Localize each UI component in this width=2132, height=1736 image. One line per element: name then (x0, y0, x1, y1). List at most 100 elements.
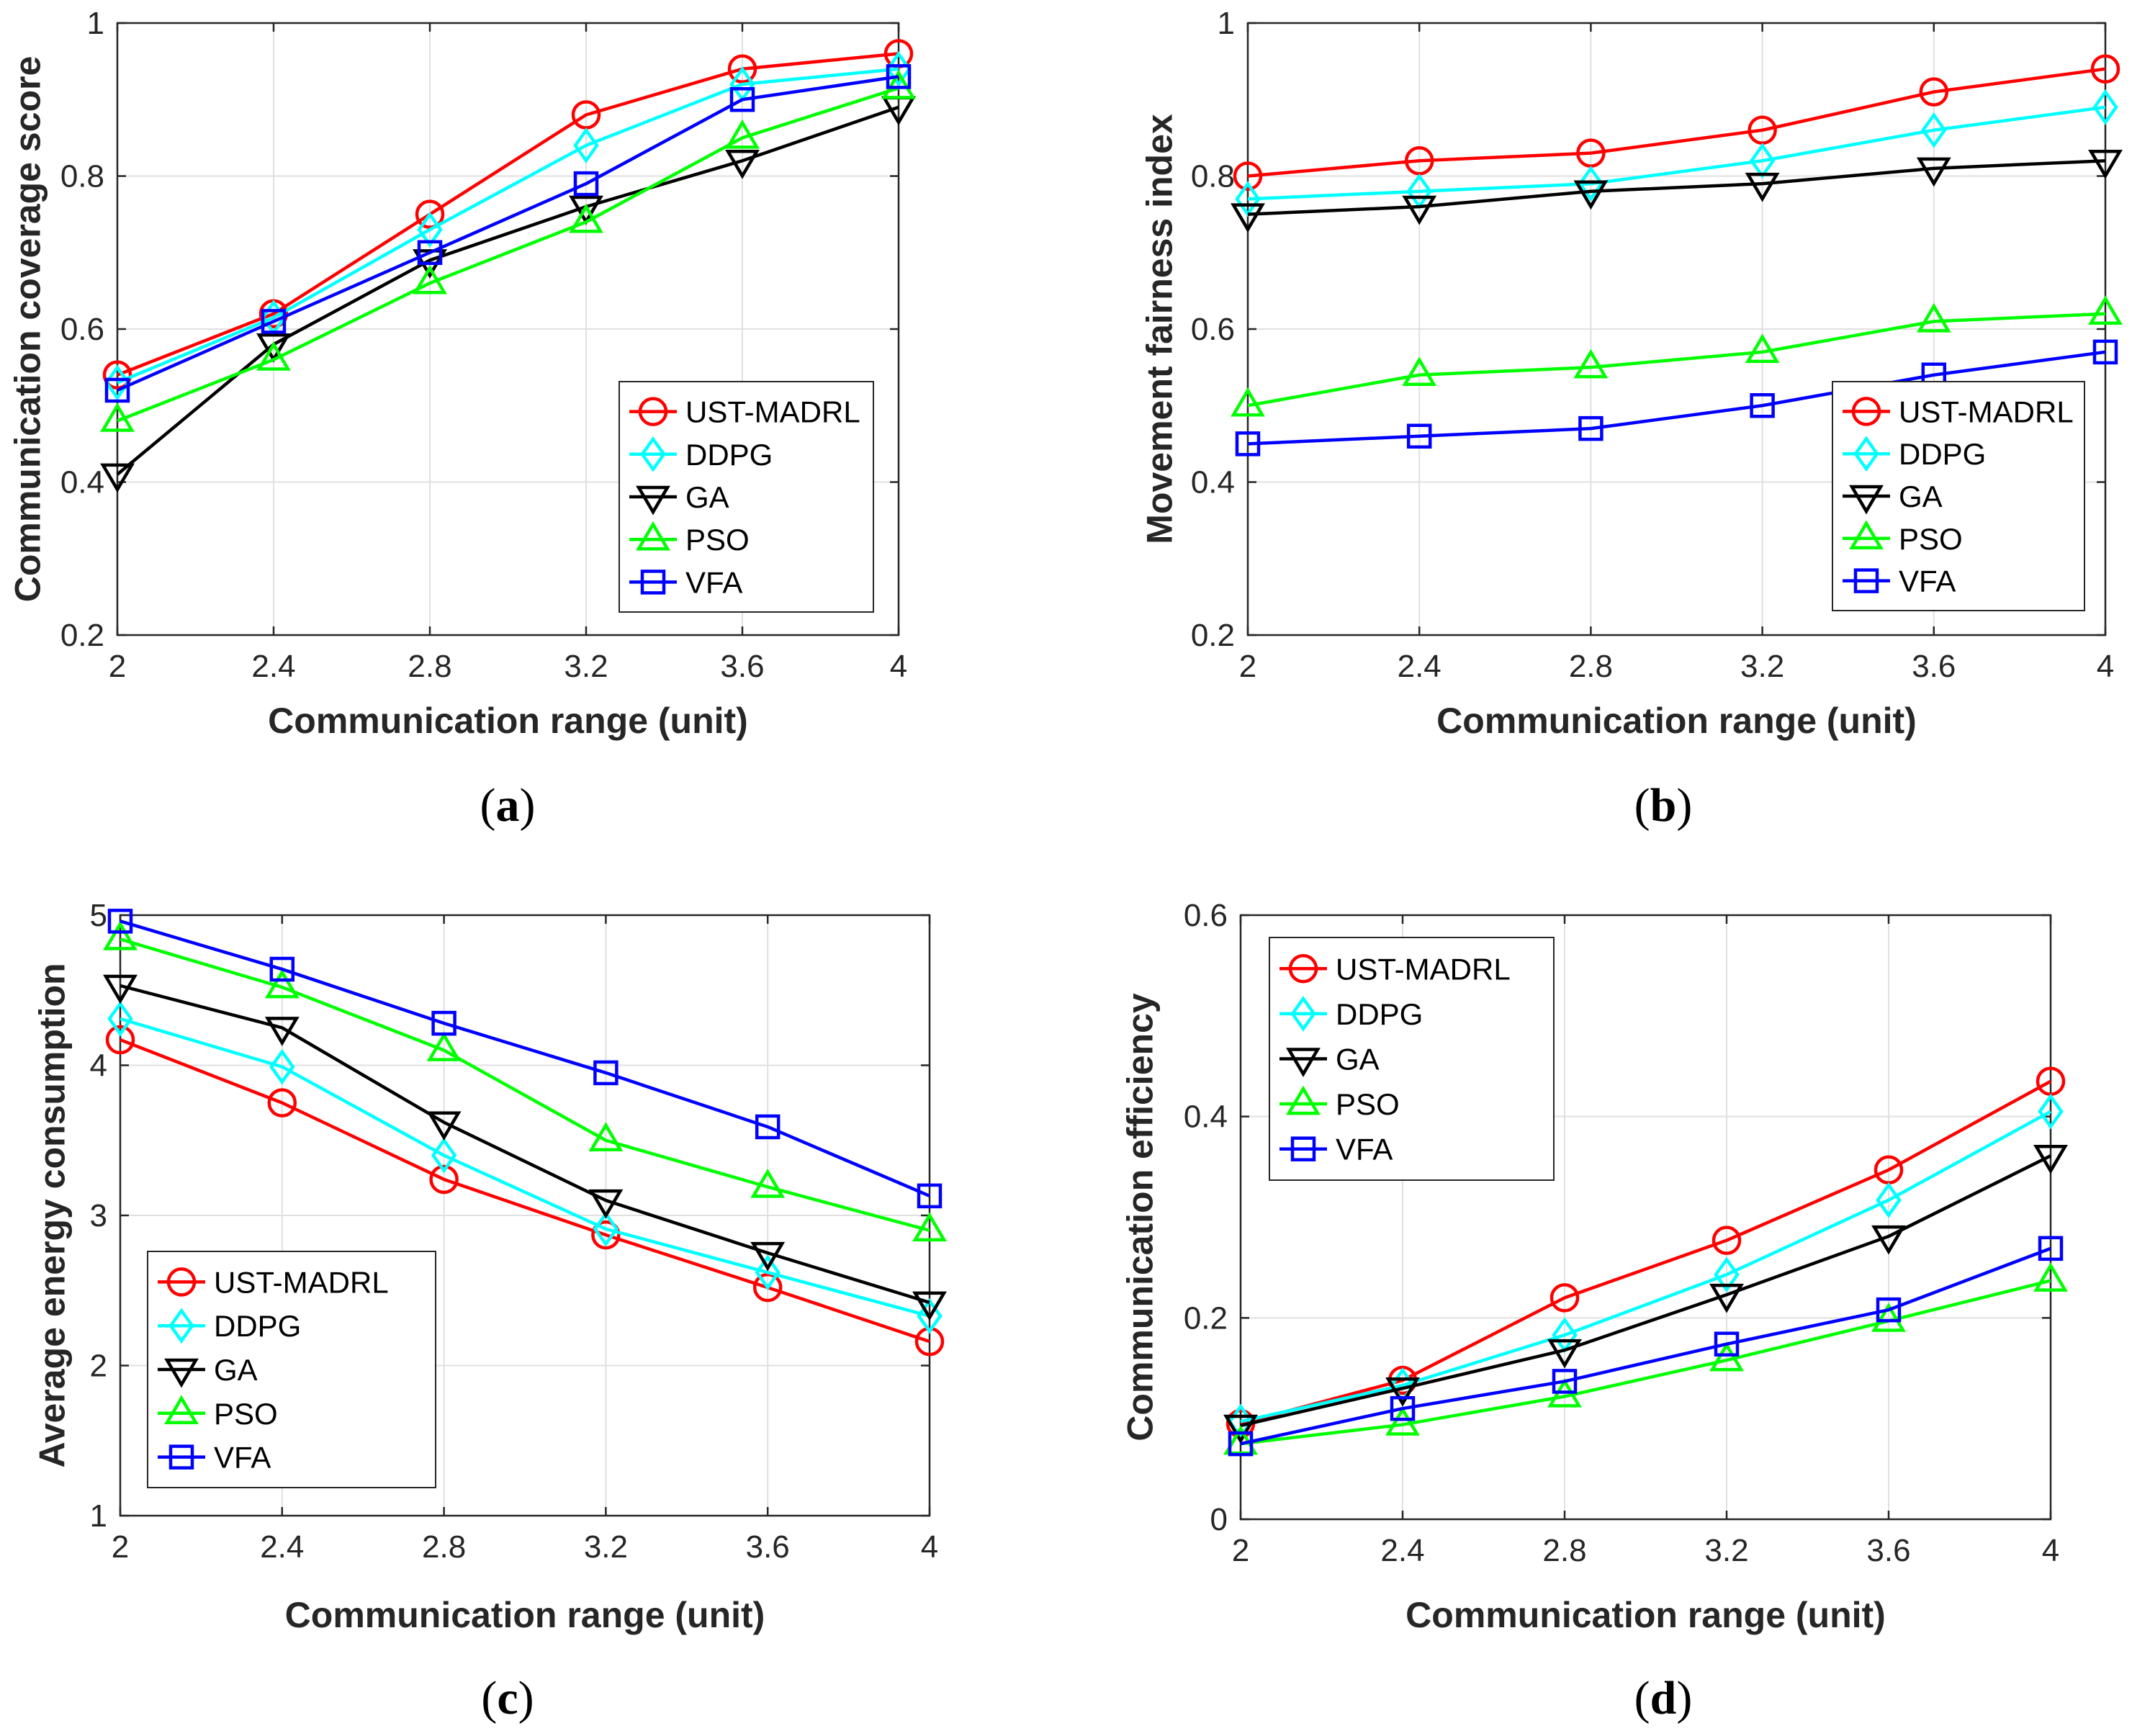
y-tick-label: 1 (1218, 6, 1235, 41)
data-point-ust-madrl (1919, 77, 1949, 107)
legend-label: GA (685, 480, 729, 514)
legend-label: VFA (1899, 565, 1956, 598)
legend-marker (1290, 1136, 1316, 1161)
y-tick-label: 0.2 (1191, 618, 1235, 653)
data-point-ga (1547, 1339, 1582, 1369)
data-point-vfa (107, 909, 133, 934)
series-line-ga (116, 105, 899, 476)
data-point-ga (1916, 157, 1951, 187)
data-point-ddpg (2092, 89, 2118, 125)
data-point-vfa (1552, 1369, 1578, 1394)
caption-open-paren: ( (1634, 779, 1650, 832)
data-point-vfa (593, 1060, 619, 1086)
legend-label: VFA (685, 565, 742, 599)
data-point-ddpg (104, 364, 130, 401)
panel-caption: (a) (480, 779, 536, 832)
legend-marker (1286, 1085, 1321, 1115)
legend-label: VFA (1336, 1133, 1393, 1166)
series-line-ust-madrl (1240, 1079, 2052, 1426)
data-point-vfa (417, 240, 443, 265)
y-tick-label: 5 (90, 898, 107, 933)
y-tick-label: 0 (1210, 1502, 1228, 1537)
caption-close-paren: ) (518, 1672, 534, 1724)
series-line-ddpg (117, 67, 899, 384)
data-point-pso (569, 203, 603, 233)
data-point-ust-madrl (267, 1088, 297, 1117)
x-axis-label: Communication range (unit) (1436, 701, 1917, 741)
data-point-ga (725, 150, 760, 179)
data-point-pso (100, 402, 135, 432)
data-point-ga (1871, 1225, 1906, 1255)
legend-marker (1849, 485, 1884, 515)
data-point-ddpg (1578, 166, 1604, 202)
series-line-pso (1240, 1279, 2051, 1446)
data-point-pso (588, 1122, 624, 1151)
legend-label: UST-MADRL (1336, 952, 1511, 986)
data-point-ga (256, 333, 291, 363)
legend-marker (638, 397, 668, 426)
data-point-vfa (1578, 415, 1604, 441)
data-point-vfa (1228, 1431, 1254, 1457)
data-point-ga (588, 1189, 624, 1219)
y-axis-label: Average energy consumption (32, 963, 73, 1467)
axes-frame (1239, 914, 2052, 1521)
legend-label: PSO (214, 1397, 278, 1431)
data-point-ust-madrl (1712, 1225, 1742, 1255)
data-point-vfa (1750, 393, 1775, 418)
x-tick-label: 3.2 (564, 649, 608, 684)
x-tick-label: 3.2 (1704, 1533, 1748, 1568)
legend-label: GA (1336, 1043, 1380, 1076)
data-point-ga (100, 463, 135, 493)
series-line-ga (1247, 159, 2106, 216)
data-point-ga (1573, 180, 1609, 210)
panel-caption: (b) (1634, 779, 1693, 832)
data-point-vfa (1876, 1297, 1902, 1323)
y-axis-label: Movement fairness index (1140, 114, 1180, 544)
x-tick-label: 2.8 (408, 649, 451, 684)
data-point-ddpg (593, 1210, 619, 1247)
series-line-pso (1247, 312, 2106, 408)
y-axis-label: Communication coverage score (8, 56, 48, 603)
x-tick-label: 4 (890, 649, 907, 684)
data-point-pso (264, 968, 300, 999)
x-axis-label: Communication range (unit) (285, 1595, 765, 1635)
legend-label: GA (1899, 480, 1943, 513)
x-tick-label: 4 (921, 1529, 938, 1565)
data-point-ddpg (1921, 112, 1947, 148)
data-point-vfa (1235, 431, 1261, 457)
data-point-pso (1745, 333, 1780, 364)
data-point-pso (426, 1032, 462, 1061)
series-line-vfa (1240, 1246, 2051, 1446)
data-point-ust-madrl (591, 1220, 621, 1250)
data-point-ga (2088, 150, 2123, 179)
data-point-ga (569, 195, 603, 225)
legend-marker (636, 521, 670, 551)
series-line-ust-madrl (117, 52, 899, 377)
legend: UST-MADRL DDPG GA PSO VFA (1832, 381, 2085, 611)
data-point-vfa (917, 1183, 943, 1209)
legend-marker (1288, 954, 1318, 984)
x-tick-label: 3.6 (1912, 649, 1956, 684)
legend-label: DDPG (214, 1309, 301, 1343)
legend-label: VFA (214, 1441, 271, 1475)
caption-open-paren: ( (481, 1672, 497, 1724)
x-tick-label: 2 (109, 649, 126, 684)
data-point-ddpg (269, 1048, 295, 1085)
y-tick-label: 0.6 (1184, 898, 1228, 933)
data-point-ust-madrl (429, 1164, 459, 1195)
caption-close-paren: ) (1676, 779, 1692, 832)
series-line-ga (1240, 1154, 2052, 1428)
data-point-ga (264, 1017, 300, 1046)
y-tick-label: 0.4 (60, 465, 104, 500)
caption-close-paren: ) (520, 779, 536, 832)
y-tick-label: 3 (90, 1198, 107, 1233)
data-point-ddpg (431, 1137, 457, 1174)
data-point-ddpg (2038, 1093, 2064, 1130)
series-line-ddpg (120, 1017, 930, 1318)
series-line-ust-madrl (1247, 67, 2106, 178)
panel-d: 2 2.4 2.8 3.2 3.6 4 0 0.2 0.4 0.6 Communication ra… (1120, 898, 2068, 1724)
legend-label: UST-MADRL (214, 1265, 389, 1299)
series-line-vfa (120, 919, 930, 1197)
data-point-vfa (755, 1114, 781, 1140)
